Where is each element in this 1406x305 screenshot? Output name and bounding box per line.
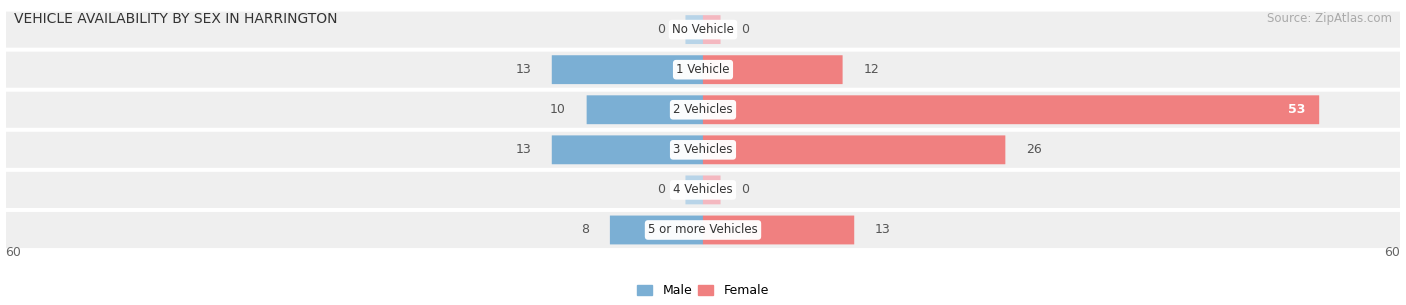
- FancyBboxPatch shape: [6, 92, 1400, 128]
- FancyBboxPatch shape: [6, 132, 1400, 168]
- FancyBboxPatch shape: [703, 15, 720, 44]
- Text: 4 Vehicles: 4 Vehicles: [673, 183, 733, 196]
- Text: 13: 13: [515, 63, 531, 76]
- Text: 12: 12: [863, 63, 879, 76]
- FancyBboxPatch shape: [551, 135, 703, 164]
- Text: 5 or more Vehicles: 5 or more Vehicles: [648, 224, 758, 236]
- FancyBboxPatch shape: [686, 15, 703, 44]
- Text: Source: ZipAtlas.com: Source: ZipAtlas.com: [1267, 12, 1392, 25]
- FancyBboxPatch shape: [610, 216, 703, 244]
- Text: 3 Vehicles: 3 Vehicles: [673, 143, 733, 156]
- Legend: Male, Female: Male, Female: [633, 279, 773, 303]
- Text: 2 Vehicles: 2 Vehicles: [673, 103, 733, 116]
- Text: 0: 0: [657, 23, 665, 36]
- FancyBboxPatch shape: [6, 172, 1400, 208]
- FancyBboxPatch shape: [6, 12, 1400, 48]
- Text: 13: 13: [875, 224, 891, 236]
- FancyBboxPatch shape: [551, 55, 703, 84]
- FancyBboxPatch shape: [686, 175, 703, 204]
- Text: VEHICLE AVAILABILITY BY SEX IN HARRINGTON: VEHICLE AVAILABILITY BY SEX IN HARRINGTO…: [14, 12, 337, 26]
- FancyBboxPatch shape: [6, 212, 1400, 248]
- Text: 60: 60: [6, 246, 21, 259]
- Text: 53: 53: [1288, 103, 1305, 116]
- FancyBboxPatch shape: [703, 175, 720, 204]
- Text: 60: 60: [1385, 246, 1400, 259]
- Text: 8: 8: [581, 224, 589, 236]
- FancyBboxPatch shape: [703, 55, 842, 84]
- Text: 0: 0: [741, 23, 749, 36]
- Text: 13: 13: [515, 143, 531, 156]
- FancyBboxPatch shape: [703, 135, 1005, 164]
- FancyBboxPatch shape: [703, 216, 855, 244]
- FancyBboxPatch shape: [586, 95, 703, 124]
- Text: 0: 0: [741, 183, 749, 196]
- Text: 10: 10: [550, 103, 565, 116]
- Text: 1 Vehicle: 1 Vehicle: [676, 63, 730, 76]
- Text: No Vehicle: No Vehicle: [672, 23, 734, 36]
- FancyBboxPatch shape: [6, 52, 1400, 88]
- Text: 26: 26: [1026, 143, 1042, 156]
- FancyBboxPatch shape: [703, 95, 1319, 124]
- Text: 0: 0: [657, 183, 665, 196]
